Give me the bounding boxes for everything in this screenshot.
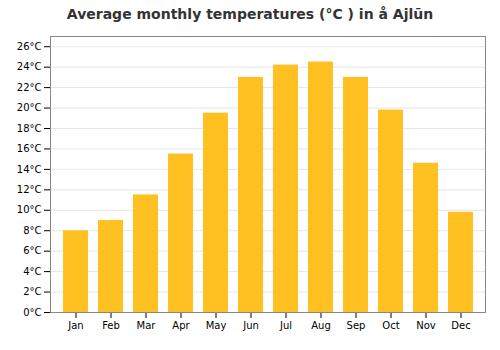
svg-text:16°C: 16°C bbox=[17, 143, 42, 154]
svg-text:Dec: Dec bbox=[451, 320, 470, 331]
svg-text:Jul: Jul bbox=[279, 320, 292, 331]
svg-text:6°C: 6°C bbox=[23, 245, 41, 256]
svg-text:22°C: 22°C bbox=[17, 82, 42, 93]
svg-text:26°C: 26°C bbox=[17, 41, 42, 52]
svg-text:20°C: 20°C bbox=[17, 102, 42, 113]
html-text:Average monthly temperatures (: Average monthly temperatures (°C ) in å … bbox=[66, 6, 434, 22]
svg-text:Mar: Mar bbox=[137, 320, 157, 331]
svg-text:18°C: 18°C bbox=[17, 123, 42, 134]
svg-text:Jan: Jan bbox=[67, 320, 83, 331]
svg-text:Nov: Nov bbox=[416, 320, 436, 331]
svg-text:Apr: Apr bbox=[172, 320, 190, 331]
svg-text:Sep: Sep bbox=[347, 320, 366, 331]
svg-text:0°C: 0°C bbox=[23, 307, 41, 318]
svg-text:Feb: Feb bbox=[102, 320, 120, 331]
svg-text:10°C: 10°C bbox=[17, 204, 42, 215]
svg-text:May: May bbox=[206, 320, 227, 331]
svg-text:2°C: 2°C bbox=[23, 286, 41, 297]
svg-text:4°C: 4°C bbox=[23, 266, 41, 277]
svg-text:14°C: 14°C bbox=[17, 164, 42, 175]
svg-text:Jun: Jun bbox=[242, 320, 259, 331]
svg-text:Oct: Oct bbox=[382, 320, 399, 331]
svg-text:12°C: 12°C bbox=[17, 184, 42, 195]
svg-text:Aug: Aug bbox=[311, 320, 331, 331]
svg-text:24°C: 24°C bbox=[17, 61, 42, 72]
svg-text:8°C: 8°C bbox=[23, 225, 41, 236]
